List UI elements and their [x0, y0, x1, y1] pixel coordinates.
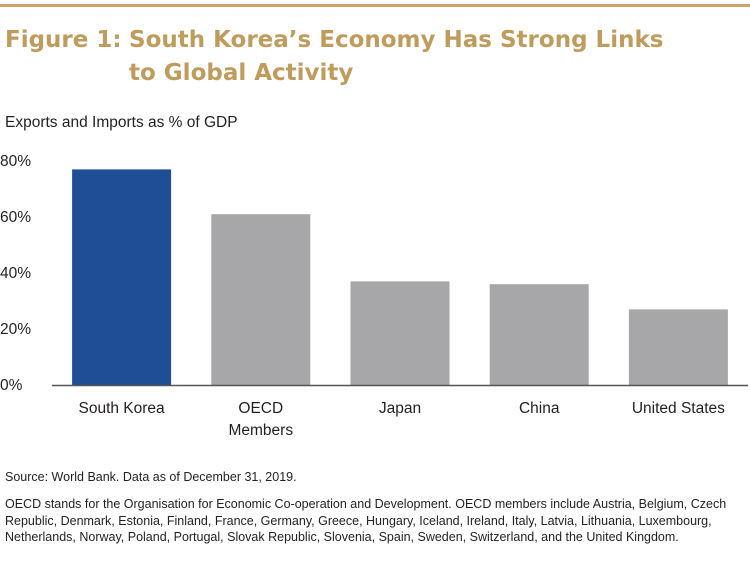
bar-china [489, 284, 589, 385]
bar-oecd-members [211, 214, 311, 385]
x-tick-label: United States [632, 400, 725, 417]
bar-japan [350, 281, 450, 385]
y-tick-label: 40% [0, 265, 31, 282]
bar-south-korea [72, 169, 172, 385]
bar-united-states [628, 309, 728, 385]
title-text-line-1: South Korea’s Economy Has Strong Links [129, 27, 664, 53]
x-tick-label: OECD Members [228, 400, 293, 439]
x-tick-label-line: Members [228, 422, 293, 439]
source-note: Source: World Bank. Data as of December … [5, 470, 297, 484]
y-tick-label: 80% [0, 153, 31, 170]
bars [72, 169, 728, 385]
x-tick-label: South Korea [79, 400, 166, 417]
y-tick-label: 0% [0, 377, 23, 394]
x-tick-label-line: South Korea [79, 400, 166, 417]
y-tick-label: 20% [0, 321, 31, 338]
x-tick-label-line: China [519, 400, 560, 417]
x-axis-labels: South Korea OECD Members Japan China United S… [79, 400, 726, 439]
y-axis: 0% 20% 40% 60% 80% [0, 153, 31, 394]
chart-subtitle: Exports and Imports as % of GDP [5, 114, 238, 131]
x-tick-label: China [519, 400, 560, 417]
title-text-line-2: to Global Activity [129, 60, 354, 86]
y-tick-label: 60% [0, 209, 31, 226]
figure-label: Figure 1: [5, 27, 122, 53]
title-line-1: Figure 1: South Korea’s Economy Has Stron… [5, 24, 745, 57]
bar-chart: 0% 20% 40% 60% 80% South Korea OECD Members Jap… [0, 153, 748, 439]
x-tick-label: Japan [379, 400, 421, 417]
x-tick-label-line: Japan [379, 400, 421, 417]
x-tick-label-line: OECD [238, 400, 283, 417]
figure-title: Figure 1: South Korea’s Economy Has Stron… [5, 24, 745, 90]
x-tick-label-line: United States [632, 400, 725, 417]
top-rule [0, 4, 750, 7]
oecd-footnote: OECD stands for the Organisation for Eco… [5, 497, 727, 544]
